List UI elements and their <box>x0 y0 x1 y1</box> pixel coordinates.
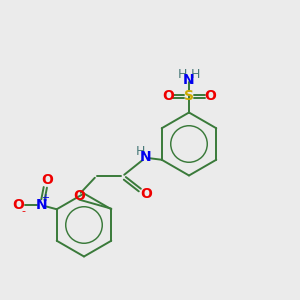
Text: O: O <box>73 189 85 203</box>
Text: O: O <box>140 187 152 201</box>
Text: N: N <box>183 73 195 86</box>
Text: H: H <box>136 145 146 158</box>
Text: -: - <box>21 206 25 216</box>
Text: O: O <box>41 173 53 187</box>
Text: S: S <box>184 89 194 103</box>
Text: O: O <box>204 89 216 103</box>
Text: O: O <box>12 198 24 212</box>
Text: +: + <box>41 193 49 203</box>
Text: O: O <box>162 89 174 103</box>
Text: H: H <box>191 68 200 82</box>
Text: N: N <box>140 150 151 164</box>
Text: H: H <box>178 68 187 82</box>
Text: N: N <box>36 198 47 212</box>
